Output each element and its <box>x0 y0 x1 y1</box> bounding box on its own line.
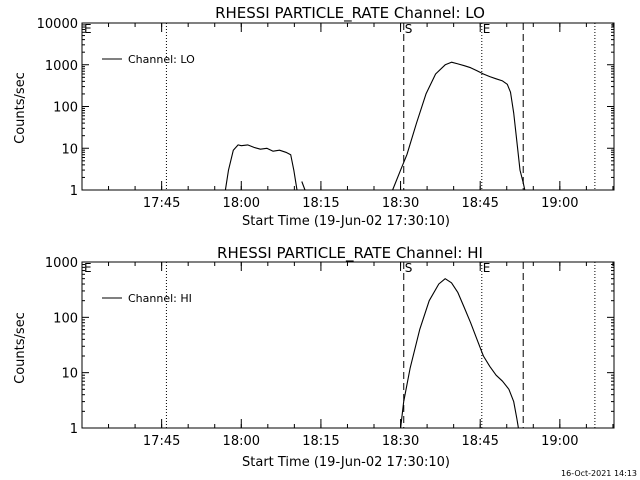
legend: Channel: HI <box>102 292 192 305</box>
y-tick-label: 100 <box>53 311 78 326</box>
series-line <box>400 278 519 429</box>
x-tick-label: 17:45 <box>143 434 180 449</box>
series-line <box>224 144 298 191</box>
marker-label: E <box>483 22 491 36</box>
chart-title: RHESSI PARTICLE_RATE Channel: LO <box>215 4 485 23</box>
x-tick-label: 18:15 <box>302 434 339 449</box>
chart-panel-hi: RHESSI PARTICLE_RATE Channel: HI 1 10 100 1… <box>13 244 615 470</box>
x-tick-label: 19:00 <box>541 196 578 211</box>
legend-label: Channel: LO <box>128 53 195 66</box>
y-axis-label: Counts/sec <box>13 312 28 384</box>
y-tick-label: 10 <box>61 142 78 157</box>
chart-panel-lo: RHESSI PARTICLE_RATE Channel: LO 1 10 100 1… <box>13 4 615 229</box>
marker-label: E <box>84 261 92 275</box>
series-line <box>301 181 306 191</box>
y-tick-label: 10000 <box>37 17 78 32</box>
x-tick-label: 18:30 <box>382 196 419 211</box>
x-axis-label: Start Time (19-Jun-02 17:30:10) <box>242 455 450 470</box>
legend: Channel: LO <box>102 53 195 66</box>
y-axis-label: Counts/sec <box>13 72 28 144</box>
y-tick-label: 1000 <box>45 256 78 271</box>
footer-timestamp: 16-Oct-2021 14:13 <box>561 469 637 478</box>
y-tick-label: 100 <box>53 101 78 116</box>
y-tick-label: 1 <box>70 422 78 437</box>
x-tick-label: 18:15 <box>302 196 339 211</box>
x-tick-label: 17:45 <box>143 196 180 211</box>
y-tick-label: 10 <box>61 367 78 382</box>
x-tick-label: 18:00 <box>223 196 260 211</box>
x-tick-label: 19:00 <box>541 434 578 449</box>
y-tick-label: 1000 <box>45 59 78 74</box>
marker-label: E <box>483 261 491 275</box>
plot-frame <box>81 261 615 429</box>
chart-title: RHESSI PARTICLE_RATE Channel: HI <box>217 244 483 263</box>
marker-label: E <box>84 22 92 36</box>
marker-label: S <box>405 22 413 36</box>
x-tick-label: 18:00 <box>223 434 260 449</box>
x-tick-label: 18:30 <box>382 434 419 449</box>
legend-label: Channel: HI <box>128 292 192 305</box>
series-line <box>392 61 526 191</box>
marker-label: S <box>405 261 413 275</box>
x-tick-label: 18:45 <box>461 196 498 211</box>
x-axis-label: Start Time (19-Jun-02 17:30:10) <box>242 214 450 229</box>
x-tick-label: 18:45 <box>461 434 498 449</box>
y-tick-label: 1 <box>70 184 78 199</box>
